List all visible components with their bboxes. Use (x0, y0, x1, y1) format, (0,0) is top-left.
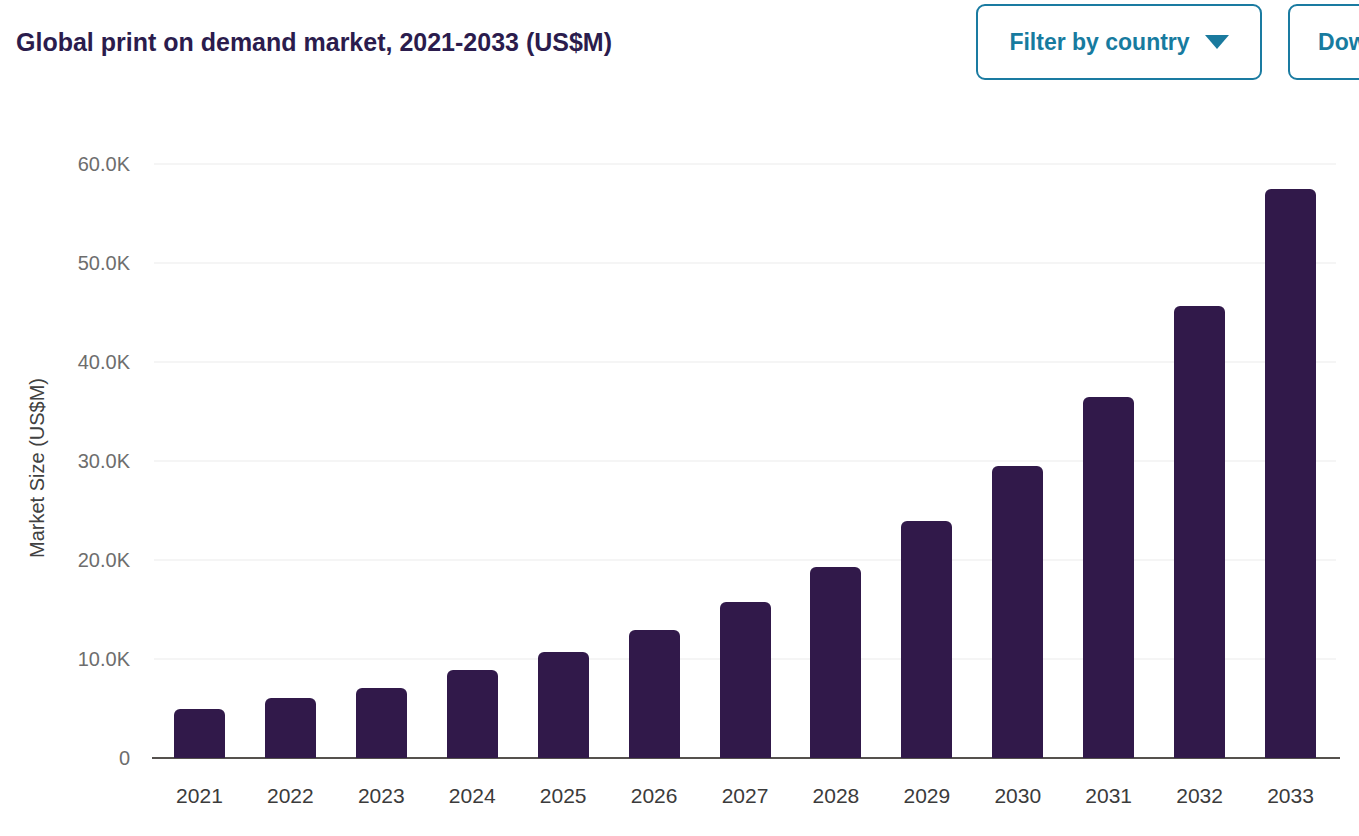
x-axis-label: 2030 (994, 784, 1041, 808)
bar-2022[interactable] (265, 698, 316, 758)
gridline (154, 560, 1336, 561)
bar-2024[interactable] (447, 670, 498, 758)
x-axis-label: 2022 (267, 784, 314, 808)
y-axis-tick-label: 60.0K (78, 154, 130, 174)
x-axis-label: 2024 (449, 784, 496, 808)
bar-2030[interactable] (992, 466, 1043, 758)
x-axis-label: 2031 (1085, 784, 1132, 808)
gridline (154, 164, 1336, 165)
bar-2025[interactable] (538, 652, 589, 758)
download-button[interactable]: Download (1288, 4, 1359, 80)
y-axis-tick-label: 50.0K (78, 253, 130, 273)
bar-2028[interactable] (810, 567, 861, 758)
x-axis-label: 2025 (540, 784, 587, 808)
bar-2021[interactable] (174, 709, 225, 759)
filter-by-country-button[interactable]: Filter by country (976, 4, 1262, 80)
x-axis-label: 2021 (176, 784, 223, 808)
page-title: Global print on demand market, 2021-2033… (16, 28, 612, 57)
y-axis-tick-label: 20.0K (78, 550, 130, 570)
x-axis-labels: 2021 2022 2023 2024 2025 2026 2027 2028 2029 2030… (154, 784, 1336, 816)
bar-2026[interactable] (629, 630, 680, 758)
x-axis-label: 2033 (1267, 784, 1314, 808)
x-axis-label: 2032 (1176, 784, 1223, 808)
y-axis-ticks: 010.0K20.0K30.0K40.0K50.0K60.0K (0, 164, 130, 758)
plot-area (154, 164, 1336, 758)
y-axis-tick-label: 40.0K (78, 352, 130, 372)
x-axis-label: 2028 (813, 784, 860, 808)
x-axis-label: 2023 (358, 784, 405, 808)
bar-2023[interactable] (356, 688, 407, 758)
gridline (154, 461, 1336, 462)
bar-2032[interactable] (1174, 306, 1225, 758)
bar-2029[interactable] (901, 521, 952, 758)
y-axis-tick-label: 30.0K (78, 451, 130, 471)
bar-2027[interactable] (720, 602, 771, 758)
bar-2031[interactable] (1083, 397, 1134, 758)
bar-2033[interactable] (1265, 189, 1316, 758)
chevron-down-icon (1205, 35, 1229, 49)
y-axis-tick-label: 10.0K (78, 649, 130, 669)
gridline (154, 362, 1336, 363)
chart-widget: Global print on demand market, 2021-2033… (0, 0, 1359, 836)
x-axis-label: 2026 (631, 784, 678, 808)
y-axis-tick-label: 0 (119, 748, 130, 768)
download-button-label: Download (1318, 29, 1359, 56)
x-axis-label: 2029 (903, 784, 950, 808)
filter-button-label: Filter by country (1009, 29, 1189, 56)
gridline (154, 263, 1336, 264)
x-axis-label: 2027 (722, 784, 769, 808)
